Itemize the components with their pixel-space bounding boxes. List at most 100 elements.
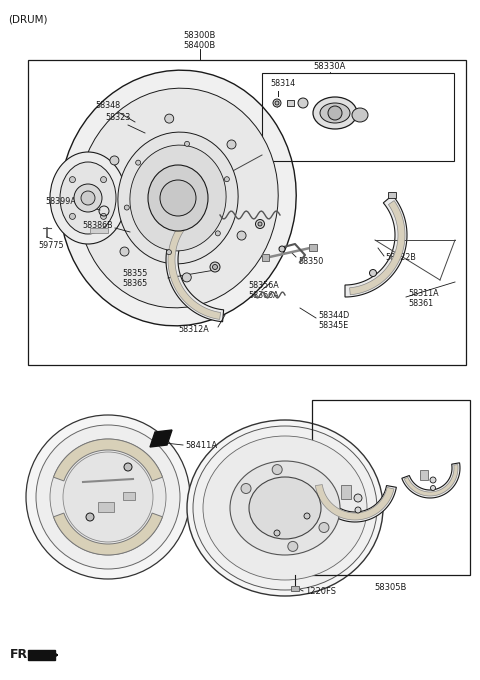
- Text: 59775: 59775: [38, 241, 64, 250]
- Circle shape: [70, 177, 75, 183]
- Circle shape: [63, 452, 153, 542]
- Circle shape: [136, 160, 141, 165]
- Ellipse shape: [193, 426, 377, 590]
- Text: 58355: 58355: [122, 269, 147, 279]
- Bar: [420, 470, 428, 480]
- Bar: [341, 485, 351, 499]
- Polygon shape: [404, 464, 458, 496]
- Text: 58366A: 58366A: [248, 292, 278, 301]
- Text: 1220FS: 1220FS: [305, 588, 336, 596]
- Polygon shape: [313, 483, 396, 522]
- Circle shape: [255, 220, 264, 228]
- Bar: [123, 492, 135, 500]
- Circle shape: [36, 425, 180, 569]
- Text: 58300B: 58300B: [184, 31, 216, 39]
- Polygon shape: [168, 223, 221, 320]
- Circle shape: [241, 483, 251, 494]
- Circle shape: [370, 269, 376, 277]
- Circle shape: [124, 205, 129, 210]
- Text: 58411A: 58411A: [185, 441, 217, 449]
- Circle shape: [81, 191, 95, 205]
- Circle shape: [354, 494, 362, 502]
- Text: FR.: FR.: [10, 648, 33, 661]
- Text: 58311A: 58311A: [408, 288, 439, 298]
- Circle shape: [182, 273, 191, 282]
- Circle shape: [50, 439, 166, 555]
- Ellipse shape: [320, 103, 350, 123]
- Circle shape: [319, 522, 329, 532]
- Polygon shape: [150, 430, 172, 447]
- Circle shape: [237, 231, 246, 240]
- Circle shape: [224, 177, 229, 182]
- Bar: [262, 73, 454, 161]
- Bar: [28, 60, 466, 365]
- Circle shape: [216, 231, 220, 236]
- Polygon shape: [345, 195, 407, 297]
- Ellipse shape: [230, 461, 340, 555]
- Polygon shape: [166, 220, 224, 322]
- Circle shape: [210, 262, 220, 272]
- Polygon shape: [53, 439, 163, 481]
- Ellipse shape: [60, 162, 116, 234]
- Bar: [388, 192, 396, 198]
- Text: 58356A: 58356A: [248, 282, 279, 290]
- Ellipse shape: [130, 145, 226, 251]
- Circle shape: [124, 463, 132, 471]
- Circle shape: [110, 156, 119, 165]
- Polygon shape: [28, 650, 55, 660]
- Ellipse shape: [160, 180, 196, 216]
- Ellipse shape: [187, 420, 383, 596]
- Text: 58305B: 58305B: [375, 583, 407, 592]
- Bar: [291, 586, 299, 591]
- Ellipse shape: [148, 165, 208, 231]
- Bar: [98, 502, 114, 512]
- Circle shape: [274, 530, 280, 536]
- Text: 58361: 58361: [408, 299, 433, 307]
- Circle shape: [430, 477, 436, 483]
- Circle shape: [288, 541, 298, 551]
- Polygon shape: [349, 201, 405, 294]
- Circle shape: [275, 101, 279, 105]
- Text: 58348: 58348: [95, 101, 120, 109]
- Circle shape: [227, 140, 236, 149]
- Ellipse shape: [249, 477, 321, 539]
- Bar: [262, 254, 269, 261]
- Circle shape: [355, 507, 361, 513]
- Text: 58330A: 58330A: [314, 62, 346, 71]
- Ellipse shape: [203, 436, 367, 580]
- Circle shape: [431, 486, 435, 490]
- Circle shape: [120, 247, 129, 256]
- Ellipse shape: [313, 97, 357, 129]
- Bar: [309, 244, 317, 251]
- Circle shape: [86, 513, 94, 521]
- Circle shape: [258, 222, 262, 226]
- Text: 58312A: 58312A: [178, 326, 209, 335]
- Text: 58365: 58365: [122, 279, 147, 288]
- Circle shape: [273, 99, 281, 107]
- Circle shape: [304, 513, 310, 519]
- Circle shape: [279, 246, 285, 252]
- Text: 58350: 58350: [298, 258, 323, 267]
- Ellipse shape: [50, 152, 126, 244]
- Circle shape: [213, 265, 217, 269]
- Circle shape: [298, 98, 308, 108]
- Ellipse shape: [78, 88, 278, 308]
- Text: (DRUM): (DRUM): [8, 14, 48, 24]
- Circle shape: [167, 250, 171, 255]
- Text: 58386B: 58386B: [82, 220, 113, 230]
- Text: 58345E: 58345E: [318, 320, 348, 330]
- Ellipse shape: [60, 70, 296, 326]
- Circle shape: [100, 214, 107, 220]
- Ellipse shape: [352, 108, 368, 122]
- Text: 58322B: 58322B: [385, 254, 416, 262]
- Text: 58323: 58323: [105, 114, 130, 122]
- Circle shape: [74, 184, 102, 212]
- Circle shape: [184, 141, 190, 146]
- Circle shape: [328, 106, 342, 120]
- Text: 58344D: 58344D: [318, 311, 349, 320]
- Circle shape: [165, 114, 174, 123]
- Ellipse shape: [118, 132, 238, 264]
- Circle shape: [70, 214, 75, 220]
- Text: 58399A: 58399A: [45, 197, 76, 207]
- Circle shape: [26, 415, 190, 579]
